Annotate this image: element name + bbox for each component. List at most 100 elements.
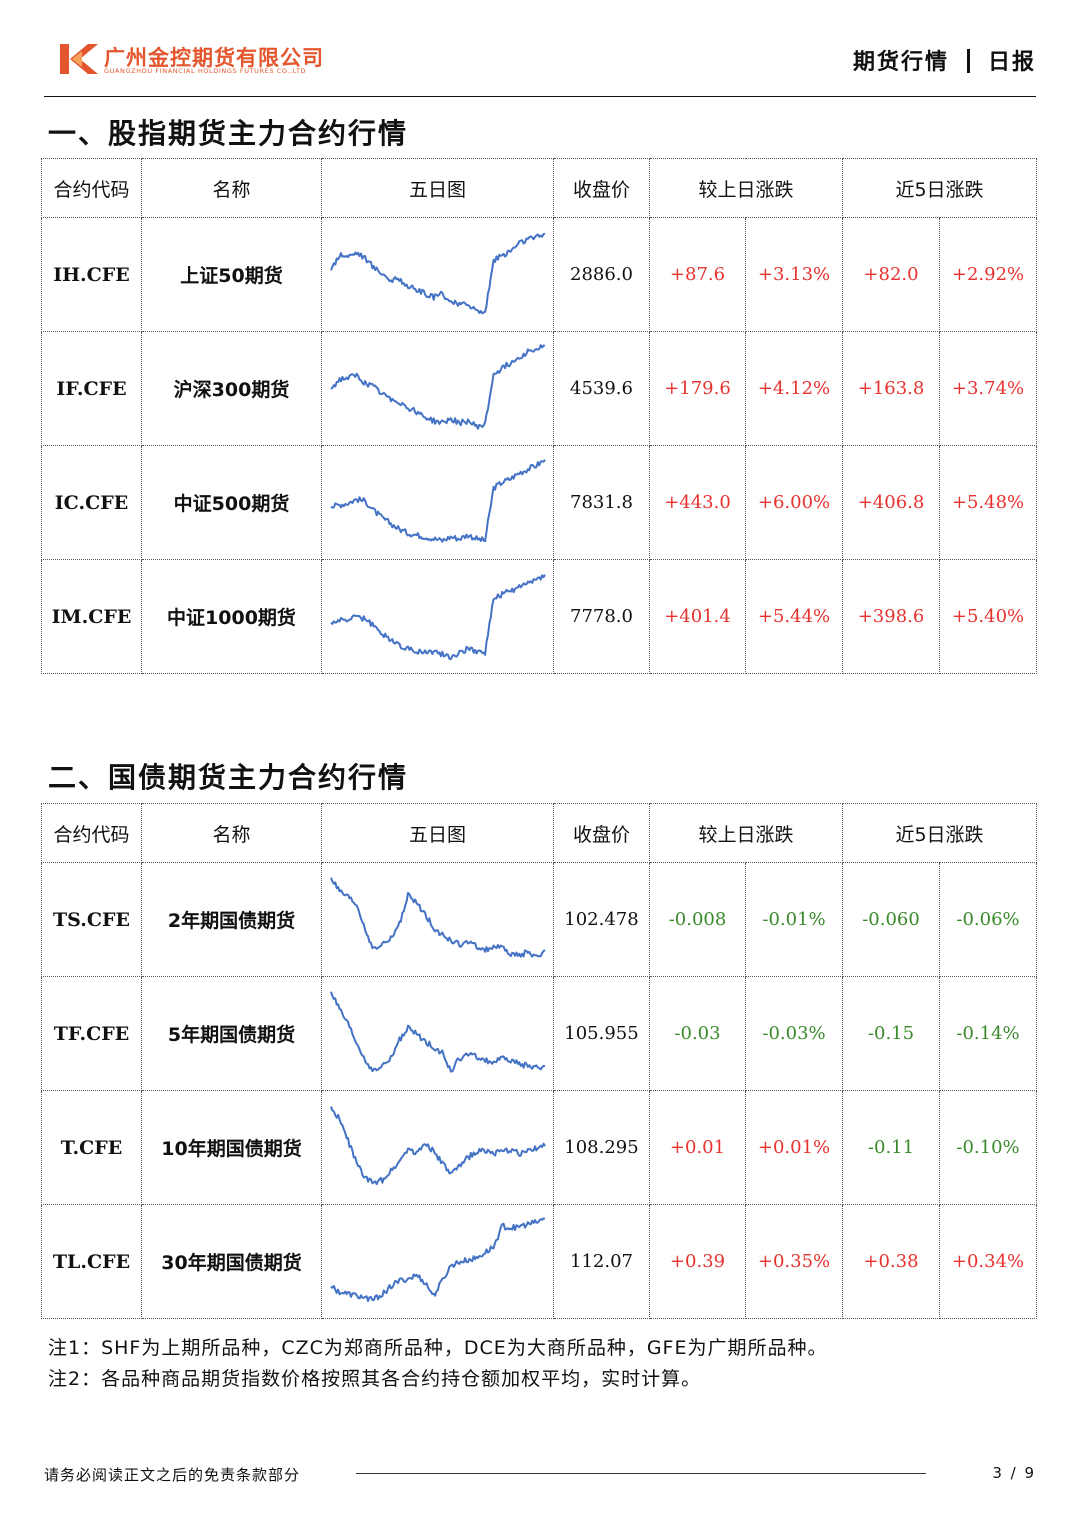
footer-rule [356, 1473, 926, 1474]
five-day-change: +82.0 [842, 217, 941, 332]
column-header: 较上日涨跌 [648, 803, 844, 863]
sparkline-path [329, 1105, 546, 1185]
note-1: 注1：SHF为上期所品种，CZC为郑商所品种，DCE为大商所品种，GFE为广期所… [48, 1337, 828, 1359]
sparkline [330, 458, 546, 543]
daily-change-pct: +6.00% [744, 445, 844, 560]
note-2: 注2：各品种商品期货指数价格按照其各合约持仓额加权平均，实时计算。 [48, 1368, 702, 1390]
company-logo: 广州金控期货有限公司 GUANGZHOU FINANCIAL HOLDINGS … [58, 40, 358, 80]
contract-name: 10年期国债期货 [141, 1090, 322, 1205]
daily-change: +179.6 [649, 331, 746, 446]
sparkline [329, 1105, 546, 1185]
daily-change-pct: -0.01% [744, 862, 844, 977]
contract-code: IM.CFE [41, 559, 142, 674]
section2-title: 二、国债期货主力合约行情 [48, 761, 409, 794]
sparkline [329, 1216, 545, 1302]
five-day-change: -0.15 [842, 976, 941, 1091]
column-header: 五日图 [321, 158, 554, 218]
header-rule [44, 96, 1036, 97]
page-footer: 请务必阅读正文之后的免责条款部分 3 / 9 [44, 1462, 1036, 1486]
header-separator [966, 49, 970, 73]
disclaimer-text: 请务必阅读正文之后的免责条款部分 [44, 1466, 301, 1484]
company-name-en: GUANGZHOU FINANCIAL HOLDINGS FUTURES CO.… [104, 67, 307, 75]
daily-change-pct: +5.44% [744, 559, 844, 674]
column-header: 五日图 [321, 803, 554, 863]
five-day-chart [321, 217, 554, 332]
sparkline-path [330, 458, 546, 543]
five-day-change-pct: +5.40% [939, 559, 1038, 674]
five-day-chart [321, 862, 554, 977]
sparkline [329, 990, 545, 1072]
daily-change: +401.4 [649, 559, 746, 674]
close-price: 7831.8 [553, 445, 650, 560]
close-price: 108.295 [553, 1090, 650, 1205]
contract-name: 30年期国债期货 [141, 1204, 322, 1319]
five-day-change-pct: +2.92% [939, 217, 1038, 332]
five-day-change: -0.060 [842, 862, 941, 977]
document-type: 期货行情 日报 [853, 44, 1036, 76]
five-day-change-pct: +5.48% [939, 445, 1038, 560]
contract-code: T.CFE [41, 1090, 142, 1205]
contract-name: 中证1000期货 [141, 559, 322, 674]
five-day-change-pct: +0.34% [939, 1204, 1038, 1319]
sparkline-path [329, 990, 545, 1072]
close-price: 112.07 [553, 1204, 650, 1319]
contract-name: 2年期国债期货 [141, 862, 322, 977]
contract-code: TL.CFE [41, 1204, 142, 1319]
contract-code: IF.CFE [41, 331, 142, 446]
notes: 注1：SHF为上期所品种，CZC为郑商所品种，DCE为大商所品种，GFE为广期所… [48, 1333, 827, 1395]
five-day-chart [321, 1090, 554, 1205]
close-price: 4539.6 [553, 331, 650, 446]
table-row: TF.CFE 5年期国债期货 105.955 -0.03 -0.03% -0.15 -0.1… [41, 976, 1038, 1091]
daily-change: +443.0 [649, 445, 746, 560]
sparkline [329, 343, 545, 430]
table-row: T.CFE 10年期国债期货 108.295 +0.01 +0.01% -0.11 -0.1… [41, 1090, 1038, 1205]
daily-change-pct: +3.13% [744, 217, 844, 332]
five-day-change-pct: -0.06% [939, 862, 1038, 977]
column-header: 合约代码 [41, 158, 142, 218]
close-price: 105.955 [553, 976, 650, 1091]
sparkline-path [329, 343, 545, 430]
table-header-row: 合约代码 名称 五日图 收盘价 较上日涨跌 近5日涨跌 [41, 803, 1038, 863]
five-day-chart [321, 1204, 554, 1319]
column-header: 收盘价 [553, 158, 650, 218]
five-day-change-pct: -0.14% [939, 976, 1038, 1091]
sparkline-path [329, 1216, 545, 1302]
table-row: TS.CFE 2年期国债期货 102.478 -0.008 -0.01% -0.060 -0… [41, 862, 1038, 977]
table-row: IH.CFE 上证50期货 2886.0 +87.6 +3.13% +82.0 +2.92% [41, 217, 1038, 332]
five-day-change: +398.6 [842, 559, 941, 674]
sparkline-path [329, 876, 546, 958]
page-number: 3 / 9 [992, 1464, 1036, 1482]
stock-index-futures-table: 合约代码 名称 五日图 收盘价 较上日涨跌 近5日涨跌 IH.CFE 上证50期货 2886.0… [41, 158, 1038, 674]
daily-change-pct: +0.35% [744, 1204, 844, 1319]
contract-name: 5年期国债期货 [141, 976, 322, 1091]
daily-change-pct: +4.12% [744, 331, 844, 446]
daily-change: -0.008 [649, 862, 746, 977]
doc-type-label: 期货行情 [852, 50, 949, 75]
daily-change-pct: -0.03% [744, 976, 844, 1091]
five-day-change-pct: +3.74% [939, 331, 1038, 446]
column-header: 收盘价 [553, 803, 650, 863]
five-day-chart [321, 331, 554, 446]
sparkline-path [329, 232, 545, 314]
five-day-chart [321, 976, 554, 1091]
five-day-change: +163.8 [842, 331, 941, 446]
contract-code: TS.CFE [41, 862, 142, 977]
contract-code: TF.CFE [41, 976, 142, 1091]
treasury-futures-table: 合约代码 名称 五日图 收盘价 较上日涨跌 近5日涨跌 TS.CFE 2年期国债期货 102.4… [41, 803, 1038, 1319]
logo-k-icon [60, 44, 98, 74]
sparkline-path [329, 573, 546, 660]
daily-change-pct: +0.01% [744, 1090, 844, 1205]
column-header: 合约代码 [41, 803, 142, 863]
contract-code: IH.CFE [41, 217, 142, 332]
column-header: 近5日涨跌 [842, 158, 1038, 218]
contract-name: 中证500期货 [141, 445, 322, 560]
table-row: TL.CFE 30年期国债期货 112.07 +0.39 +0.35% +0.38 +0.3… [41, 1204, 1038, 1319]
five-day-chart [321, 559, 554, 674]
sparkline [329, 876, 546, 958]
table-row: IM.CFE 中证1000期货 7778.0 +401.4 +5.44% +398.6 +5… [41, 559, 1038, 674]
column-header: 名称 [141, 158, 322, 218]
contract-name: 上证50期货 [141, 217, 322, 332]
section1-title: 一、股指期货主力合约行情 [48, 117, 409, 150]
daily-change: +87.6 [649, 217, 746, 332]
column-header: 较上日涨跌 [648, 158, 844, 218]
